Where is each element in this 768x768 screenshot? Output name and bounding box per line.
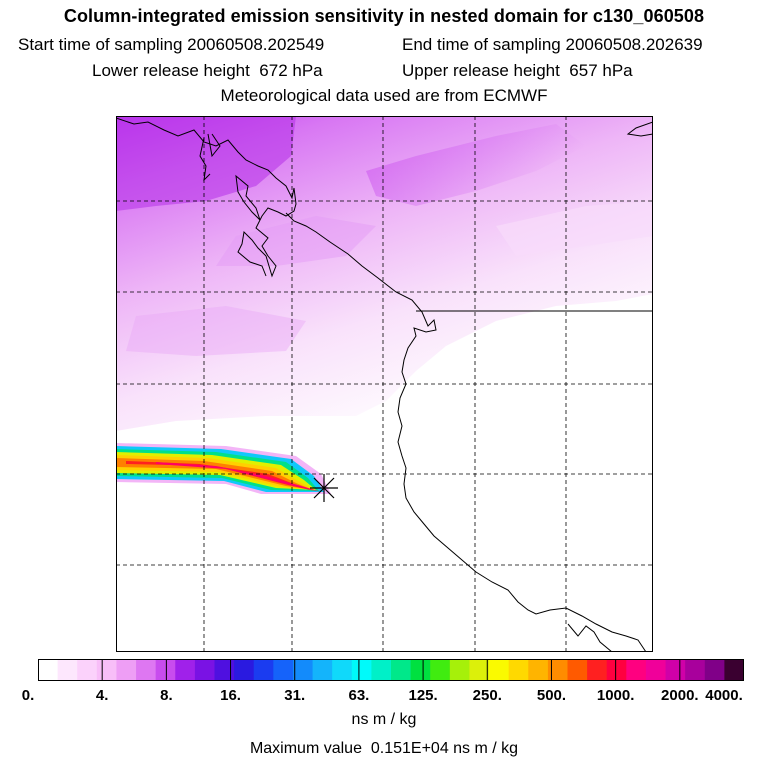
colorbar — [38, 659, 744, 681]
upper-release-height: Upper release height 657 hPa — [402, 61, 633, 81]
colorbar-tick-label: 250. — [472, 687, 502, 704]
colorbar-tick-label: 8. — [160, 687, 173, 704]
colorbar-swatch — [685, 659, 706, 681]
lower-release-label: Lower release height — [92, 61, 250, 80]
upper-release-label: Upper release height — [402, 61, 560, 80]
colorbar-units: ns m / kg — [351, 711, 417, 728]
colorbar-swatch — [508, 659, 529, 681]
lower-release-height: Lower release height 672 hPa — [92, 61, 323, 81]
colorbar-tick-label: 1000. — [596, 687, 635, 704]
colorbar-swatch — [332, 659, 353, 681]
colorbar-swatch — [626, 659, 647, 681]
maximum-value-text: 0.151E+04 ns m / kg — [370, 740, 519, 757]
maximum-value: Maximum value 0.151E+04 ns m / kg — [0, 740, 768, 758]
colorbar-swatch — [312, 659, 333, 681]
colorbar-tick-label: 4. — [95, 687, 109, 704]
end-time: End time of sampling 20060508.202639 — [402, 35, 703, 55]
colorbar-frame — [38, 659, 744, 681]
colorbar-tick-label: 0. — [21, 687, 35, 704]
sensitivity-map — [116, 116, 653, 652]
colorbar-swatch — [57, 659, 78, 681]
colorbar-swatch — [430, 659, 451, 681]
colorbar-swatch — [547, 659, 569, 681]
colorbar-swatch — [665, 659, 686, 681]
colorbar-swatch — [234, 659, 255, 681]
colorbar-swatch — [449, 659, 471, 681]
colorbar-swatch — [292, 659, 314, 681]
colorbar-swatch — [391, 659, 412, 681]
sensitivity-field — [116, 116, 653, 431]
colorbar-swatch — [567, 659, 588, 681]
colorbar-swatch — [410, 659, 431, 681]
colorbar-tick-label: 500. — [536, 687, 567, 704]
colorbar-tick-label: 2000. — [661, 687, 699, 704]
colorbar-swatch — [116, 659, 137, 681]
colorbar-swatch — [155, 659, 176, 681]
colorbar-swatch — [273, 659, 294, 681]
start-time: Start time of sampling 20060508.202549 — [18, 35, 324, 55]
colorbar-swatch — [645, 659, 667, 681]
colorbar-swatch — [194, 659, 216, 681]
colorbar-swatch — [175, 659, 196, 681]
colorbar-tick-label: 16. — [220, 687, 241, 704]
start-time-value: 20060508.202549 — [187, 35, 325, 54]
coastlines — [116, 117, 653, 652]
colorbar-swatch — [253, 659, 274, 681]
colorbar-swatch — [38, 659, 59, 681]
met-data-note: Meteorological data used are from ECMWF — [220, 86, 548, 105]
colorbar-swatch — [96, 659, 118, 681]
colorbar-swatch — [704, 659, 725, 681]
start-time-label: Start time of sampling — [18, 35, 183, 54]
colorbar-swatch — [606, 659, 627, 681]
plot-title: Column-integrated emission sensitivity i… — [63, 6, 705, 26]
end-time-value: 20060508.202639 — [565, 35, 703, 54]
lower-release-value: 672 hPa — [259, 61, 323, 80]
colorbar-swatch — [214, 659, 235, 681]
colorbar-swatch — [351, 659, 372, 681]
colorbar-tick-label: 4000. — [705, 687, 743, 704]
map-frame — [116, 116, 653, 652]
emission-plume — [116, 443, 331, 494]
graticule — [116, 116, 653, 652]
colorbar-swatch — [371, 659, 392, 681]
colorbar-swatch — [587, 659, 608, 681]
colorbar-swatch — [136, 659, 157, 681]
colorbar-swatch — [77, 659, 98, 681]
colorbar-swatch — [469, 659, 490, 681]
colorbar-tick-label: 125. — [408, 687, 438, 704]
upper-release-value: 657 hPa — [569, 61, 633, 80]
maximum-value-label: Maximum value — [249, 740, 362, 757]
end-time-label: End time of sampling — [402, 35, 561, 54]
colorbar-tick-label: 31. — [284, 687, 306, 704]
colorbar-swatch — [528, 659, 549, 681]
release-point-star-icon — [310, 474, 338, 502]
colorbar-tick-label: 63. — [348, 687, 370, 704]
colorbar-swatch — [724, 659, 744, 681]
colorbar-swatch — [489, 659, 510, 681]
